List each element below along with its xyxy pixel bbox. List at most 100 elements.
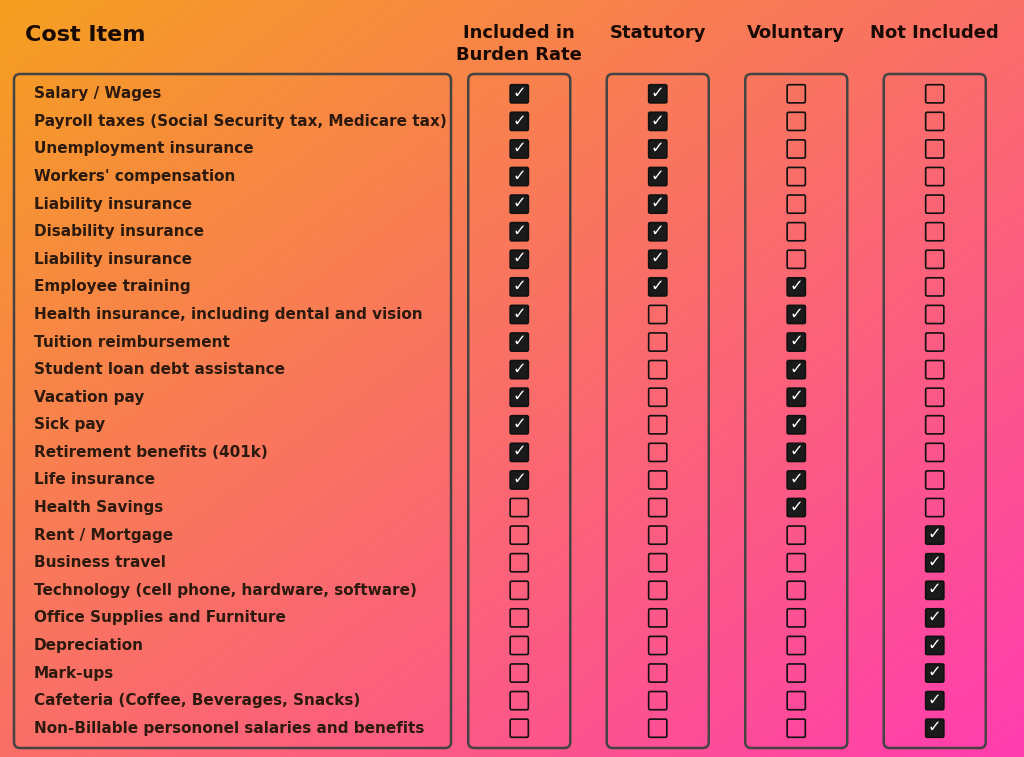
Text: Disability insurance: Disability insurance bbox=[34, 224, 204, 239]
FancyBboxPatch shape bbox=[510, 85, 528, 103]
FancyBboxPatch shape bbox=[648, 167, 667, 185]
Text: ✓: ✓ bbox=[928, 582, 942, 597]
Text: ✓: ✓ bbox=[512, 141, 526, 156]
Text: ✓: ✓ bbox=[651, 196, 665, 211]
Text: ✓: ✓ bbox=[512, 196, 526, 211]
FancyBboxPatch shape bbox=[648, 140, 667, 158]
Text: ✓: ✓ bbox=[928, 720, 942, 735]
Text: ✓: ✓ bbox=[790, 279, 803, 294]
FancyBboxPatch shape bbox=[510, 388, 528, 407]
Text: ✓: ✓ bbox=[651, 86, 665, 101]
FancyBboxPatch shape bbox=[787, 360, 805, 378]
Text: ✓: ✓ bbox=[651, 169, 665, 183]
Text: Employee training: Employee training bbox=[34, 279, 190, 294]
Text: Tuition reimbursement: Tuition reimbursement bbox=[34, 335, 229, 350]
FancyBboxPatch shape bbox=[787, 333, 805, 351]
Text: Depreciation: Depreciation bbox=[34, 638, 144, 653]
Text: Office Supplies and Furniture: Office Supplies and Furniture bbox=[34, 610, 286, 625]
Text: Health Savings: Health Savings bbox=[34, 500, 163, 515]
Text: Sick pay: Sick pay bbox=[34, 417, 105, 432]
Text: Cafeteria (Coffee, Beverages, Snacks): Cafeteria (Coffee, Beverages, Snacks) bbox=[34, 693, 360, 708]
Text: ✓: ✓ bbox=[928, 665, 942, 680]
Text: ✓: ✓ bbox=[512, 169, 526, 183]
FancyBboxPatch shape bbox=[510, 278, 528, 296]
Text: ✓: ✓ bbox=[928, 610, 942, 625]
FancyBboxPatch shape bbox=[510, 305, 528, 323]
Text: ✓: ✓ bbox=[512, 417, 526, 431]
Text: Salary / Wages: Salary / Wages bbox=[34, 86, 162, 101]
FancyBboxPatch shape bbox=[510, 167, 528, 185]
Text: Health insurance, including dental and vision: Health insurance, including dental and v… bbox=[34, 307, 423, 322]
FancyBboxPatch shape bbox=[510, 112, 528, 130]
FancyBboxPatch shape bbox=[787, 278, 805, 296]
Text: Cost Item: Cost Item bbox=[25, 25, 145, 45]
FancyBboxPatch shape bbox=[787, 471, 805, 489]
FancyBboxPatch shape bbox=[648, 223, 667, 241]
FancyBboxPatch shape bbox=[648, 278, 667, 296]
Text: Retirement benefits (401k): Retirement benefits (401k) bbox=[34, 445, 267, 459]
Text: Mark-ups: Mark-ups bbox=[34, 665, 115, 681]
Text: ✓: ✓ bbox=[928, 555, 942, 570]
FancyBboxPatch shape bbox=[787, 305, 805, 323]
FancyBboxPatch shape bbox=[648, 251, 667, 269]
FancyBboxPatch shape bbox=[648, 85, 667, 103]
Text: ✓: ✓ bbox=[512, 362, 526, 377]
Text: ✓: ✓ bbox=[651, 141, 665, 156]
FancyBboxPatch shape bbox=[787, 388, 805, 407]
Text: ✓: ✓ bbox=[651, 224, 665, 238]
FancyBboxPatch shape bbox=[926, 553, 944, 572]
Text: ✓: ✓ bbox=[790, 389, 803, 404]
FancyBboxPatch shape bbox=[510, 360, 528, 378]
Text: ✓: ✓ bbox=[928, 527, 942, 542]
FancyBboxPatch shape bbox=[510, 223, 528, 241]
Text: Liability insurance: Liability insurance bbox=[34, 197, 193, 212]
FancyBboxPatch shape bbox=[510, 444, 528, 462]
Text: Non-Billable persononel salaries and benefits: Non-Billable persononel salaries and ben… bbox=[34, 721, 424, 736]
FancyBboxPatch shape bbox=[787, 444, 805, 462]
FancyBboxPatch shape bbox=[510, 251, 528, 269]
FancyBboxPatch shape bbox=[926, 692, 944, 710]
Text: Voluntary: Voluntary bbox=[748, 24, 845, 42]
FancyBboxPatch shape bbox=[926, 637, 944, 655]
Text: Unemployment insurance: Unemployment insurance bbox=[34, 142, 254, 157]
Text: Student loan debt assistance: Student loan debt assistance bbox=[34, 362, 285, 377]
Text: Liability insurance: Liability insurance bbox=[34, 252, 193, 266]
Text: ✓: ✓ bbox=[651, 251, 665, 266]
FancyBboxPatch shape bbox=[926, 581, 944, 600]
FancyBboxPatch shape bbox=[510, 416, 528, 434]
Text: ✓: ✓ bbox=[928, 637, 942, 653]
Text: ✓: ✓ bbox=[651, 279, 665, 294]
Text: Rent / Mortgage: Rent / Mortgage bbox=[34, 528, 173, 543]
Text: ✓: ✓ bbox=[512, 334, 526, 349]
Text: Statutory: Statutory bbox=[609, 24, 706, 42]
Text: ✓: ✓ bbox=[790, 362, 803, 377]
FancyBboxPatch shape bbox=[648, 112, 667, 130]
Text: ✓: ✓ bbox=[512, 114, 526, 129]
Text: ✓: ✓ bbox=[512, 86, 526, 101]
Text: ✓: ✓ bbox=[790, 334, 803, 349]
Text: Workers' compensation: Workers' compensation bbox=[34, 169, 236, 184]
FancyBboxPatch shape bbox=[926, 719, 944, 737]
FancyBboxPatch shape bbox=[926, 664, 944, 682]
FancyBboxPatch shape bbox=[787, 416, 805, 434]
Text: ✓: ✓ bbox=[651, 114, 665, 129]
Text: Included in
Burden Rate: Included in Burden Rate bbox=[457, 24, 583, 64]
FancyBboxPatch shape bbox=[648, 195, 667, 213]
Text: Payroll taxes (Social Security tax, Medicare tax): Payroll taxes (Social Security tax, Medi… bbox=[34, 114, 446, 129]
Text: ✓: ✓ bbox=[512, 307, 526, 322]
FancyBboxPatch shape bbox=[926, 526, 944, 544]
Text: ✓: ✓ bbox=[790, 472, 803, 487]
Text: ✓: ✓ bbox=[928, 693, 942, 708]
FancyBboxPatch shape bbox=[510, 333, 528, 351]
FancyBboxPatch shape bbox=[787, 498, 805, 516]
Text: ✓: ✓ bbox=[790, 307, 803, 322]
Text: ✓: ✓ bbox=[512, 279, 526, 294]
Text: ✓: ✓ bbox=[790, 500, 803, 515]
Text: ✓: ✓ bbox=[790, 444, 803, 459]
Text: Not Included: Not Included bbox=[870, 24, 999, 42]
FancyBboxPatch shape bbox=[926, 609, 944, 627]
FancyBboxPatch shape bbox=[510, 140, 528, 158]
Text: ✓: ✓ bbox=[790, 417, 803, 431]
Text: ✓: ✓ bbox=[512, 472, 526, 487]
FancyBboxPatch shape bbox=[510, 195, 528, 213]
